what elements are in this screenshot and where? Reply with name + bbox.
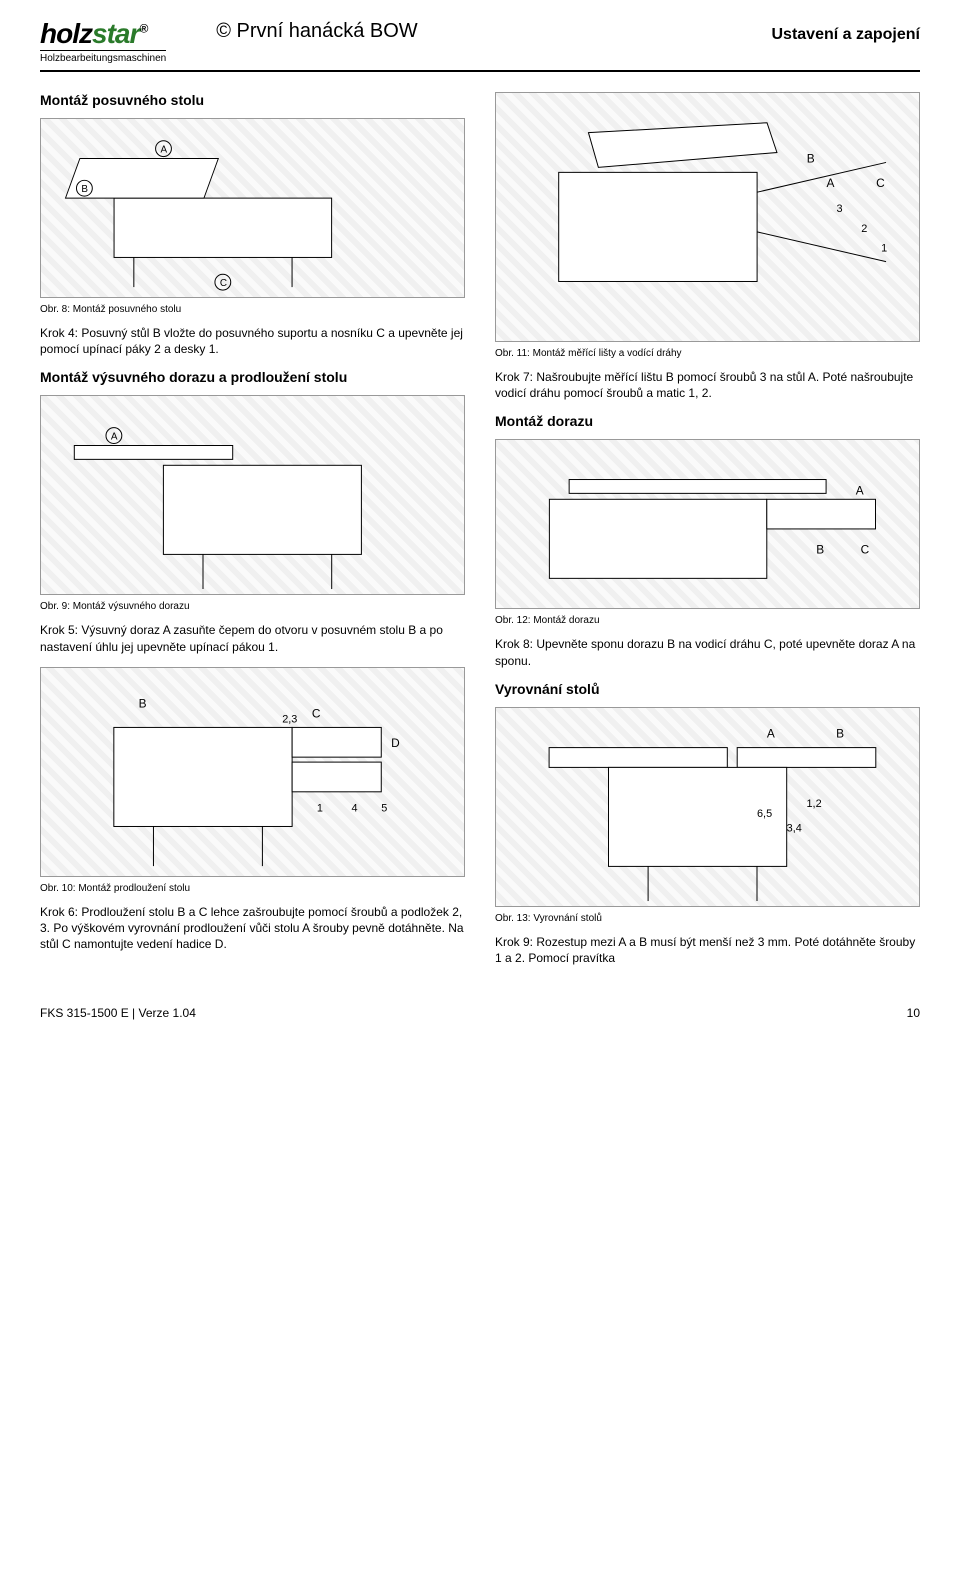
svg-text:A: A — [767, 726, 775, 740]
svg-text:3,4: 3,4 — [787, 823, 802, 835]
step-7-text: Krok 7: Našroubujte měřící lištu B pomoc… — [495, 369, 920, 401]
section-title-leveling: Vyrovnání stolů — [495, 681, 920, 697]
section-title-fence: Montáž dorazu — [495, 413, 920, 429]
figure-11-caption: Obr. 11: Montáž měřící lišty a vodící dr… — [495, 348, 920, 359]
header-right: Ustavení a zapojení — [700, 20, 920, 44]
svg-text:B: B — [81, 184, 88, 195]
svg-text:6,5: 6,5 — [757, 808, 772, 820]
svg-text:C: C — [220, 278, 227, 289]
figure-9-svg: A — [41, 396, 464, 594]
header-center: © První hanácká BOW — [186, 20, 700, 43]
step-9-text: Krok 9: Rozestup mezi A a B musí být men… — [495, 934, 920, 966]
page-footer: FKS 315-1500 E | Verze 1.04 10 — [40, 1006, 920, 1020]
step-8-text: Krok 8: Upevněte sponu dorazu B na vodic… — [495, 636, 920, 668]
logo-subtitle: Holzbearbeitungsmaschinen — [40, 50, 166, 64]
figure-8-caption: Obr. 8: Montáž posuvného stolu — [40, 304, 465, 315]
figure-13: A B 6,5 1,2 3,4 — [495, 707, 920, 907]
svg-text:3: 3 — [836, 203, 842, 215]
svg-text:1,2: 1,2 — [807, 798, 822, 810]
figure-13-svg: A B 6,5 1,2 3,4 — [496, 708, 919, 906]
svg-text:B: B — [807, 151, 815, 165]
figure-10-svg: B C D 1 4 5 2,3 — [41, 668, 464, 876]
figure-13-caption: Obr. 13: Vyrovnání stolů — [495, 913, 920, 924]
svg-text:C: C — [312, 706, 321, 720]
left-column: Montáž posuvného stolu A B C Obr. 8: Mon… — [40, 92, 465, 978]
figure-10-caption: Obr. 10: Montáž prodloužení stolu — [40, 883, 465, 894]
figure-11-svg: B A C 3 2 1 — [496, 93, 919, 341]
svg-text:2: 2 — [861, 223, 867, 235]
svg-text:B: B — [139, 696, 147, 710]
svg-text:A: A — [161, 145, 168, 156]
step-5-text: Krok 5: Výsuvný doraz A zasuňte čepem do… — [40, 622, 465, 654]
svg-text:B: B — [816, 543, 824, 557]
footer-left: FKS 315-1500 E | Verze 1.04 — [40, 1006, 196, 1020]
svg-text:C: C — [876, 176, 885, 190]
logo-accent: star — [92, 18, 139, 49]
figure-9: A — [40, 395, 465, 595]
svg-text:5: 5 — [381, 802, 387, 814]
svg-text:D: D — [391, 736, 400, 750]
figure-10: B C D 1 4 5 2,3 — [40, 667, 465, 877]
figure-12: A B C — [495, 439, 920, 609]
svg-text:A: A — [111, 432, 118, 443]
svg-text:A: A — [827, 176, 835, 190]
footer-right: 10 — [907, 1006, 920, 1020]
svg-text:1: 1 — [881, 243, 887, 255]
figure-9-caption: Obr. 9: Montáž výsuvného dorazu — [40, 601, 465, 612]
step-4-text: Krok 4: Posuvný stůl B vložte do posuvné… — [40, 325, 465, 357]
figure-8: A B C — [40, 118, 465, 298]
svg-text:1: 1 — [317, 802, 323, 814]
content-columns: Montáž posuvného stolu A B C Obr. 8: Mon… — [40, 92, 920, 978]
section-title-extension: Montáž výsuvného dorazu a prodloužení st… — [40, 369, 465, 385]
figure-12-svg: A B C — [496, 440, 919, 608]
figure-12-caption: Obr. 12: Montáž dorazu — [495, 615, 920, 626]
svg-text:B: B — [836, 726, 844, 740]
svg-text:A: A — [856, 484, 864, 498]
svg-text:2,3: 2,3 — [282, 713, 297, 725]
logo-block: holzstar® Holzbearbeitungsmaschinen — [40, 20, 166, 64]
right-column: B A C 3 2 1 Obr. 11: Montáž měřící lišty… — [495, 92, 920, 978]
svg-text:4: 4 — [352, 802, 358, 814]
figure-11: B A C 3 2 1 — [495, 92, 920, 342]
logo-pre: holz — [40, 18, 92, 49]
section-title-sliding-table: Montáž posuvného stolu — [40, 92, 465, 108]
page-header: holzstar® Holzbearbeitungsmaschinen © Pr… — [40, 20, 920, 72]
step-6-text: Krok 6: Prodloužení stolu B a C lehce za… — [40, 904, 465, 953]
logo-main: holzstar® — [40, 20, 166, 48]
svg-text:C: C — [861, 543, 870, 557]
figure-8-svg: A B C — [41, 119, 464, 297]
